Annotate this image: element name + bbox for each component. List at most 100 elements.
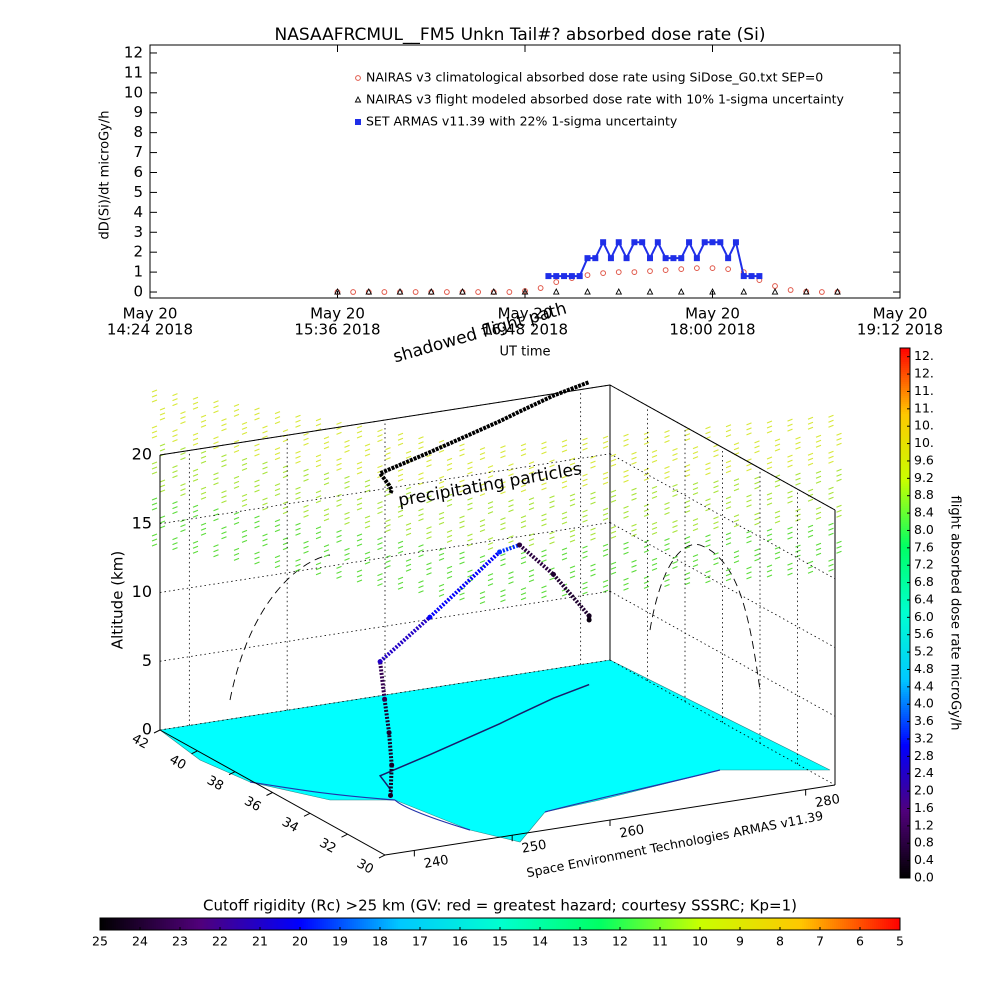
particle-dash bbox=[221, 531, 227, 535]
particle-dash bbox=[254, 407, 260, 411]
particle-dash bbox=[705, 431, 711, 435]
data-point bbox=[475, 289, 482, 295]
particle-dash bbox=[405, 491, 412, 495]
colorbar-cell bbox=[100, 918, 103, 930]
colorbar-tick-label: 0.4 bbox=[914, 852, 934, 867]
colorbar-cell bbox=[900, 490, 910, 493]
particle-dash bbox=[610, 525, 617, 529]
particle-dash bbox=[344, 557, 350, 561]
colorbar-cell bbox=[192, 918, 195, 930]
data-point bbox=[709, 239, 716, 246]
colorbar-cell bbox=[900, 806, 910, 809]
particle-dash bbox=[274, 560, 281, 564]
colorbar-cell bbox=[256, 918, 259, 930]
data-point bbox=[427, 288, 435, 295]
particle-dash bbox=[815, 475, 822, 479]
colorbar-cell bbox=[900, 526, 910, 529]
particle-dash bbox=[528, 461, 535, 465]
colorbar-cell bbox=[698, 918, 701, 930]
colorbar-cell bbox=[682, 918, 685, 930]
particle-dash bbox=[828, 424, 834, 428]
particle-dash bbox=[487, 542, 494, 546]
particle-dash bbox=[385, 457, 391, 461]
colorbar-cell bbox=[900, 556, 910, 559]
particle-dash bbox=[549, 541, 555, 545]
particle-dash bbox=[590, 501, 596, 505]
particle-dash bbox=[323, 508, 330, 512]
particle-dash bbox=[377, 465, 383, 469]
particle-dash bbox=[336, 565, 342, 569]
particle-dash bbox=[836, 468, 842, 472]
colorbar-cell bbox=[900, 600, 910, 603]
colorbar-cell bbox=[530, 918, 533, 930]
track-point bbox=[497, 549, 503, 555]
particle-dash bbox=[733, 560, 740, 564]
data-point bbox=[701, 239, 708, 246]
particle-dash bbox=[159, 520, 166, 524]
particle-dash bbox=[713, 454, 719, 458]
colorbar-cell bbox=[204, 918, 207, 930]
colorbar-cell bbox=[892, 918, 895, 930]
data-point bbox=[381, 289, 388, 295]
particle-dash bbox=[610, 458, 617, 462]
colorbar-tick-label: 18 bbox=[372, 934, 388, 949]
data-point bbox=[748, 273, 755, 280]
colorbar-cell bbox=[408, 918, 411, 930]
particle-dash bbox=[746, 458, 752, 462]
colorbar-cell bbox=[490, 918, 493, 930]
particle-dash bbox=[582, 437, 588, 441]
particle-dash bbox=[561, 552, 568, 556]
colorbar-cell bbox=[460, 918, 463, 930]
colorbar-cell bbox=[900, 606, 910, 609]
particle-dash bbox=[479, 596, 486, 600]
particle-dash bbox=[500, 563, 506, 567]
data-point bbox=[693, 255, 700, 262]
colorbar-cell bbox=[302, 918, 305, 930]
particle-dash bbox=[405, 450, 412, 454]
particle-dash bbox=[356, 430, 363, 434]
particle-dash bbox=[795, 441, 801, 445]
particle-dash bbox=[672, 524, 678, 529]
colorbar-cell bbox=[568, 918, 571, 930]
colorbar-cell bbox=[560, 918, 563, 930]
particle-dash bbox=[705, 503, 711, 507]
colorbar-cell bbox=[646, 918, 649, 930]
particle-dash bbox=[192, 514, 199, 518]
colorbar-cell bbox=[900, 540, 910, 543]
particle-dash bbox=[643, 549, 650, 553]
colorbar-cell bbox=[900, 404, 910, 407]
colorbar-cell bbox=[900, 392, 910, 395]
particle-dash bbox=[569, 467, 576, 471]
colorbar-cell bbox=[634, 918, 637, 930]
particle-dash bbox=[159, 525, 166, 529]
particle-dash bbox=[377, 578, 383, 582]
particle-dash bbox=[151, 497, 158, 501]
data-point bbox=[709, 288, 716, 295]
particle-dash bbox=[828, 527, 834, 531]
y-tick bbox=[341, 833, 348, 838]
particle-dash bbox=[479, 601, 486, 605]
particle-dash bbox=[582, 473, 588, 477]
colorbar-cell bbox=[900, 580, 910, 583]
particle-dash bbox=[356, 574, 363, 578]
colorbar-cell bbox=[710, 918, 713, 930]
colorbar-cell bbox=[900, 800, 910, 803]
particle-dash bbox=[172, 403, 178, 407]
colorbar-cell bbox=[900, 482, 910, 485]
colorbar-cell bbox=[768, 918, 771, 930]
colorbar-cell bbox=[512, 918, 515, 930]
colorbar-cell bbox=[348, 918, 351, 930]
colorbar-cell bbox=[900, 564, 910, 567]
particle-dash bbox=[672, 457, 678, 462]
particle-dash bbox=[446, 498, 453, 502]
particle-dash bbox=[684, 510, 691, 514]
particle-dash bbox=[151, 502, 158, 506]
colorbar-cell bbox=[486, 918, 489, 930]
colorbar-cell bbox=[738, 918, 741, 930]
colorbar-cell bbox=[900, 708, 910, 711]
colorbar-cell bbox=[900, 574, 910, 577]
colorbar-cell bbox=[826, 918, 829, 930]
colorbar-cell bbox=[308, 918, 311, 930]
particle-dash bbox=[500, 527, 506, 531]
particle-dash bbox=[151, 435, 158, 439]
